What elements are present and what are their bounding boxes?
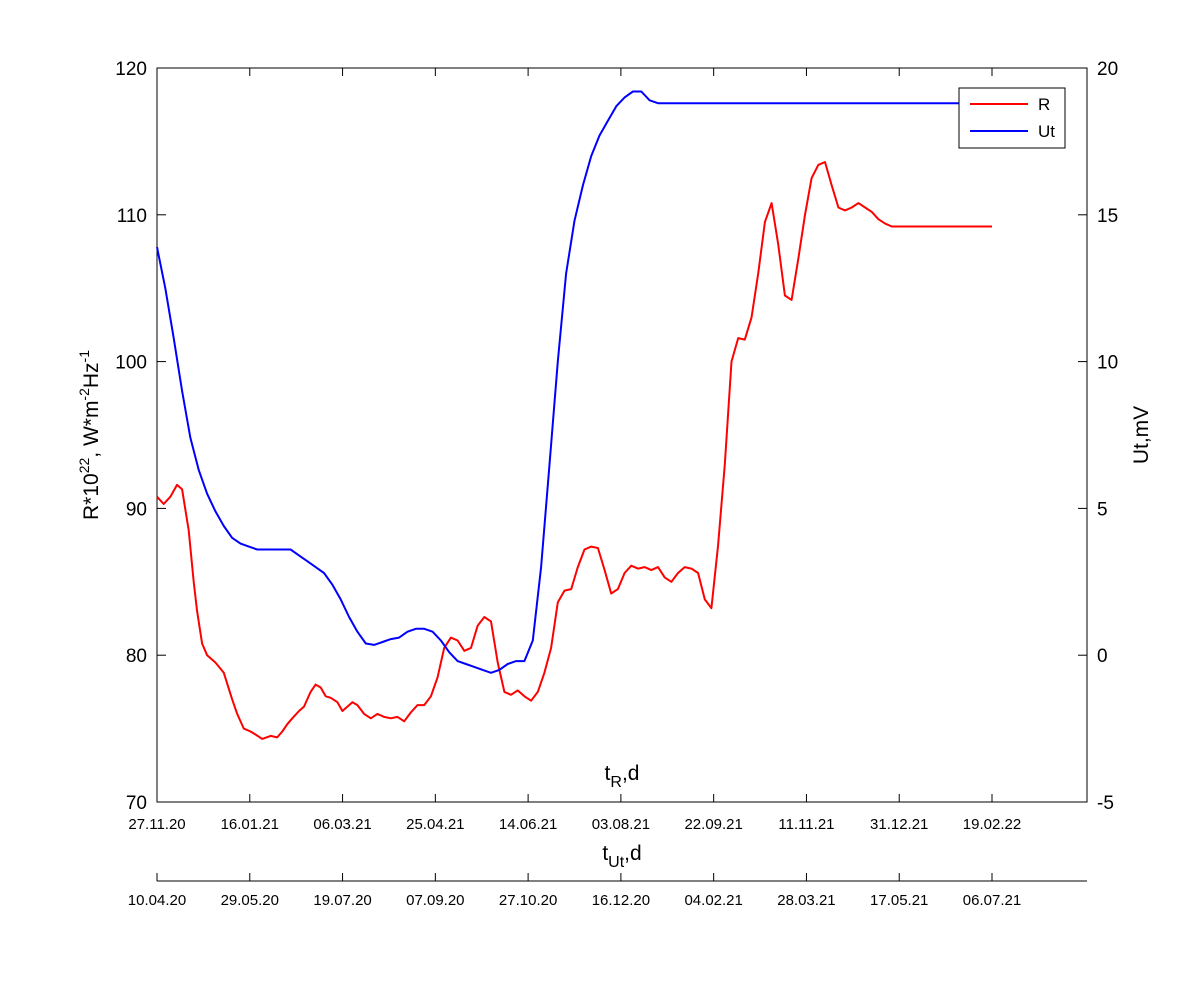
axis-ticks: 70 80 90 100 110 120 -5 0 5 10 15 20 27.11.20 16.01.2… xyxy=(115,59,1118,909)
x-ut-tick-label: 16.12.20 xyxy=(592,892,650,909)
x-r-tick-label: 16.01.21 xyxy=(221,816,279,833)
x-axis-r-label: tR,d xyxy=(605,762,640,791)
x-r-tick-label: 11.11.21 xyxy=(778,816,834,833)
x-ut-tick-label: 19.07.20 xyxy=(313,892,371,909)
right-tick-label: -5 xyxy=(1097,793,1114,814)
legend: R Ut xyxy=(958,87,1066,149)
left-tick-label: 100 xyxy=(115,353,147,374)
series-line-ut xyxy=(156,90,992,674)
right-axis-label: Ut,mV xyxy=(1130,406,1153,464)
right-tick-label: 0 xyxy=(1097,646,1108,667)
right-tick-label: 5 xyxy=(1097,499,1108,520)
x-r-tick-label: 14.06.21 xyxy=(499,816,557,833)
x-ut-tick-label: 04.02.21 xyxy=(684,892,742,909)
x-axis-ut-label: tUt,d xyxy=(602,842,641,871)
left-tick-label: 120 xyxy=(115,59,147,80)
x-r-tick-label: 25.04.21 xyxy=(406,816,464,833)
x-ut-tick-label: 17.05.21 xyxy=(870,892,928,909)
plot-area xyxy=(156,67,1088,803)
right-tick-label: 15 xyxy=(1097,206,1118,227)
x-r-tick-label: 03.08.21 xyxy=(592,816,650,833)
x-r-tick-label: 31.12.21 xyxy=(870,816,928,833)
series-lines xyxy=(156,90,992,740)
x-r-tick-label: 19.02.22 xyxy=(963,816,1021,833)
legend-label-ut: Ut xyxy=(1038,122,1055,141)
x-ut-tick-label: 06.07.21 xyxy=(963,892,1021,909)
legend-box xyxy=(958,87,1066,149)
left-tick-label: 90 xyxy=(126,499,147,520)
right-tick-label: 20 xyxy=(1097,59,1118,80)
x-ut-tick-label: 29.05.20 xyxy=(221,892,279,909)
left-tick-label: 80 xyxy=(126,646,147,667)
x-ut-tick-label: 07.09.20 xyxy=(406,892,464,909)
series-line-r xyxy=(156,161,992,740)
left-tick-label: 70 xyxy=(126,793,147,814)
x-ut-tick-label: 28.03.21 xyxy=(777,892,835,909)
x-ut-tick-label: 27.10.20 xyxy=(499,892,557,909)
x-r-tick-label: 06.03.21 xyxy=(313,816,371,833)
x-r-tick-label: 27.11.20 xyxy=(128,816,185,833)
right-tick-label: 10 xyxy=(1097,353,1118,374)
left-axis-label: R*1022, W*m-2Hz-1 xyxy=(76,350,103,520)
legend-label-r: R xyxy=(1038,95,1050,114)
x-r-tick-label: 22.09.21 xyxy=(684,816,742,833)
left-tick-label: 110 xyxy=(117,206,147,227)
x-ut-tick-label: 10.04.20 xyxy=(128,892,186,909)
